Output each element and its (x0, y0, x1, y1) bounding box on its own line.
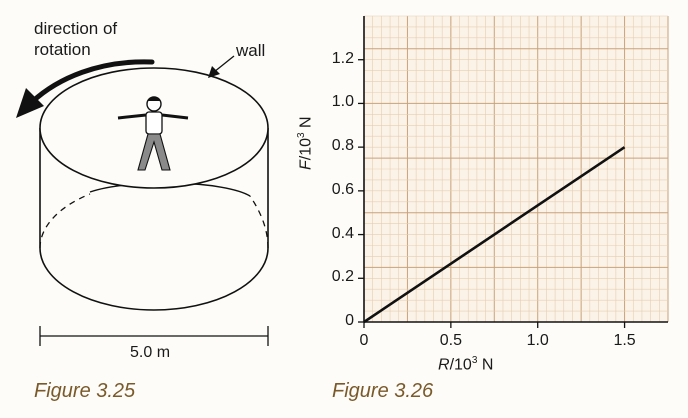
figure-caption-right: Figure 3.26 (332, 380, 434, 402)
y-tick-label: 1.0 (331, 93, 354, 111)
x-tick-label: 0 (359, 332, 369, 349)
y-tick-label: 0.6 (331, 180, 354, 198)
y-tick-label: 1.2 (331, 49, 354, 67)
direction-label-line2: rotation (34, 40, 91, 59)
y-axis-title: F/103 N (296, 116, 315, 170)
width-label: 5.0 m (130, 344, 171, 361)
person-icon (117, 96, 189, 171)
floor-right-dashed (249, 195, 269, 249)
y-tick-label: 0.2 (331, 268, 354, 286)
y-tick-label: 0.4 (331, 224, 354, 242)
rotation-arrowhead-icon (16, 88, 44, 118)
x-tick-label: 1.5 (613, 332, 636, 349)
cylinder-diagram (16, 55, 269, 346)
chart-plot (358, 15, 669, 328)
floor-left-dashed (39, 193, 91, 249)
y-tick-label: 0.8 (331, 137, 354, 155)
direction-label-line1: direction of (34, 19, 118, 38)
figure-caption-left: Figure 3.25 (34, 380, 136, 402)
x-tick-label: 0.5 (439, 332, 462, 349)
data-line (363, 146, 626, 324)
y-tick-label: 0 (345, 312, 354, 329)
cylinder-bottom-front (39, 247, 269, 311)
rotation-arrow (29, 59, 155, 105)
wall-label: wall (236, 41, 266, 60)
x-axis-title: R/103 N (438, 355, 494, 374)
wall-pointer-line (213, 55, 235, 73)
x-tick-label: 1.0 (526, 332, 549, 349)
wall-pointer-arrowhead-icon (208, 66, 220, 78)
